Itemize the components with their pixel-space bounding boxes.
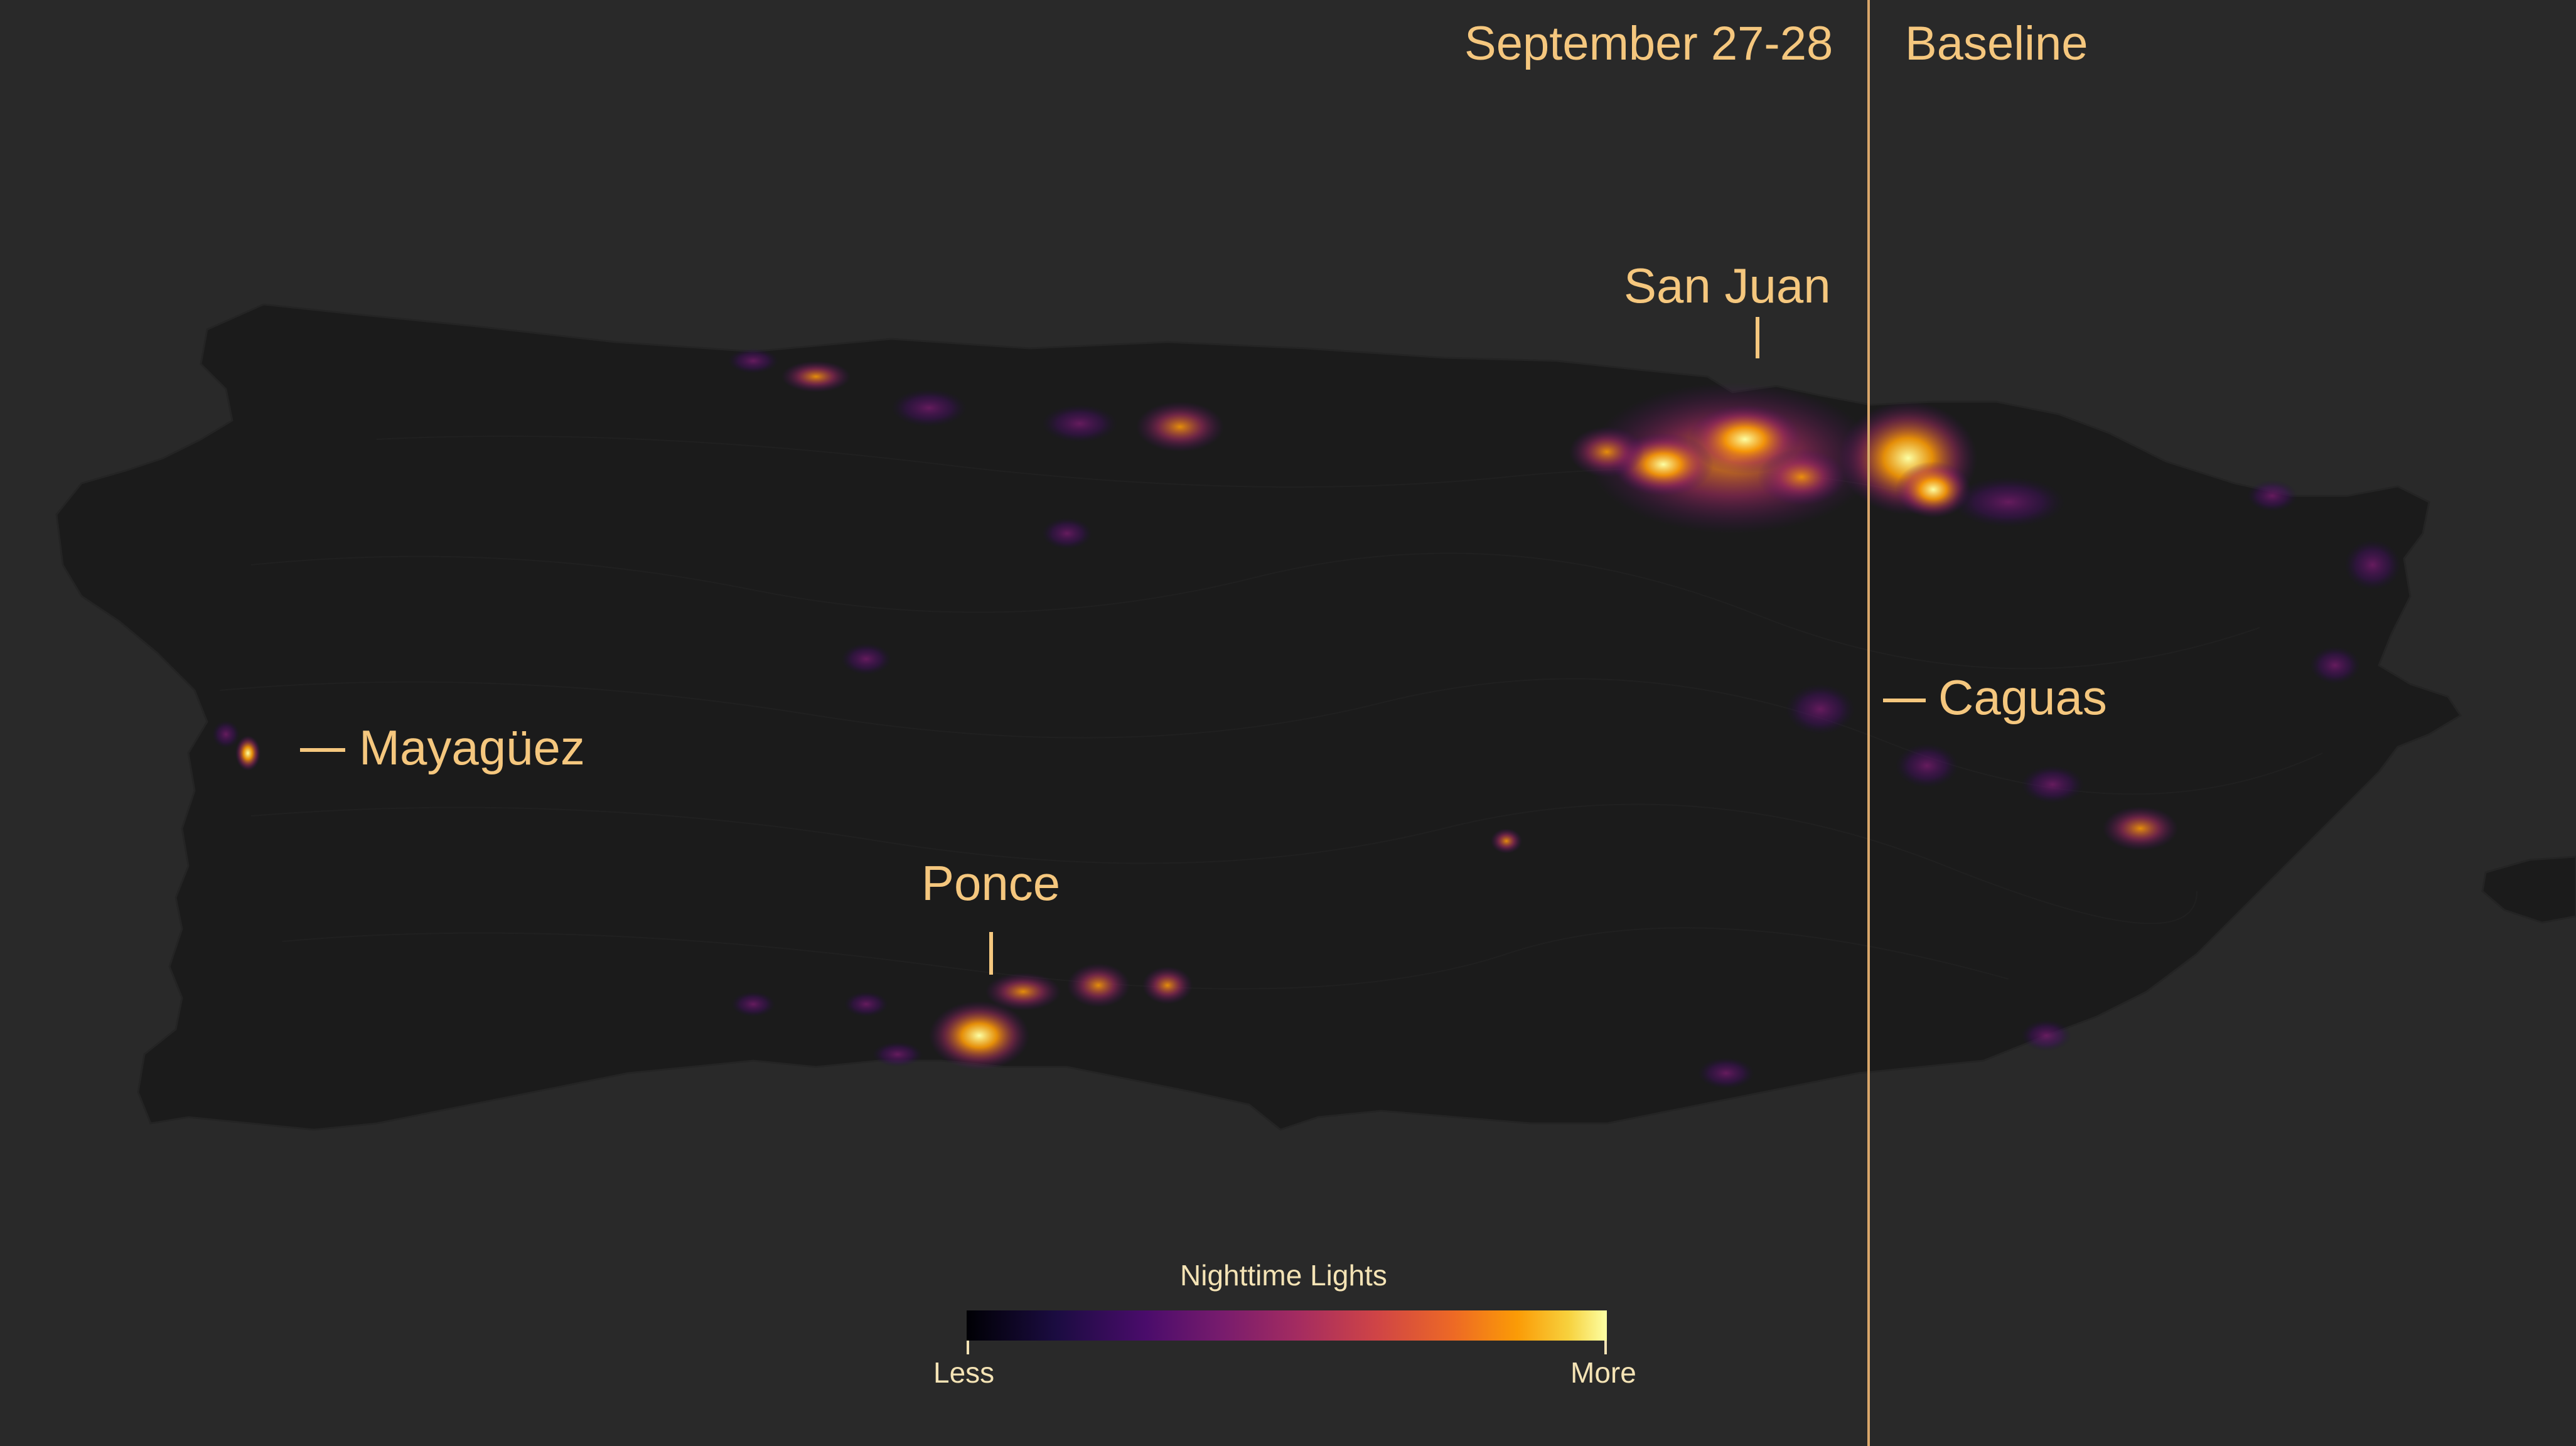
legend-label-low: Less bbox=[933, 1356, 995, 1389]
city-label-caguas: Caguas bbox=[1938, 670, 2107, 725]
comparison-divider[interactable] bbox=[1867, 0, 1870, 1446]
legend-title: Nighttime Lights bbox=[1180, 1259, 1387, 1292]
legend-tick-high bbox=[1604, 1341, 1607, 1354]
caguas-leader bbox=[1883, 699, 1926, 702]
ponce-leader bbox=[989, 932, 993, 975]
nighttime-lights bbox=[212, 348, 2401, 1089]
island-landmass bbox=[55, 303, 2462, 1131]
city-label-mayaguez: Mayagüez bbox=[359, 720, 585, 775]
panel-title-left: September 27-28 bbox=[1464, 17, 1833, 70]
san-juan-leader bbox=[1756, 317, 1759, 358]
legend-tick-low bbox=[967, 1341, 969, 1354]
mayaguez-leader bbox=[300, 748, 345, 752]
legend-label-high: More bbox=[1570, 1356, 1636, 1389]
city-label-san-juan: San Juan bbox=[1624, 258, 1831, 313]
panel-title-right: Baseline bbox=[1905, 17, 2088, 70]
city-label-ponce: Ponce bbox=[921, 855, 1061, 911]
legend-colorbar bbox=[967, 1310, 1607, 1341]
vieques-island bbox=[2481, 855, 2576, 924]
